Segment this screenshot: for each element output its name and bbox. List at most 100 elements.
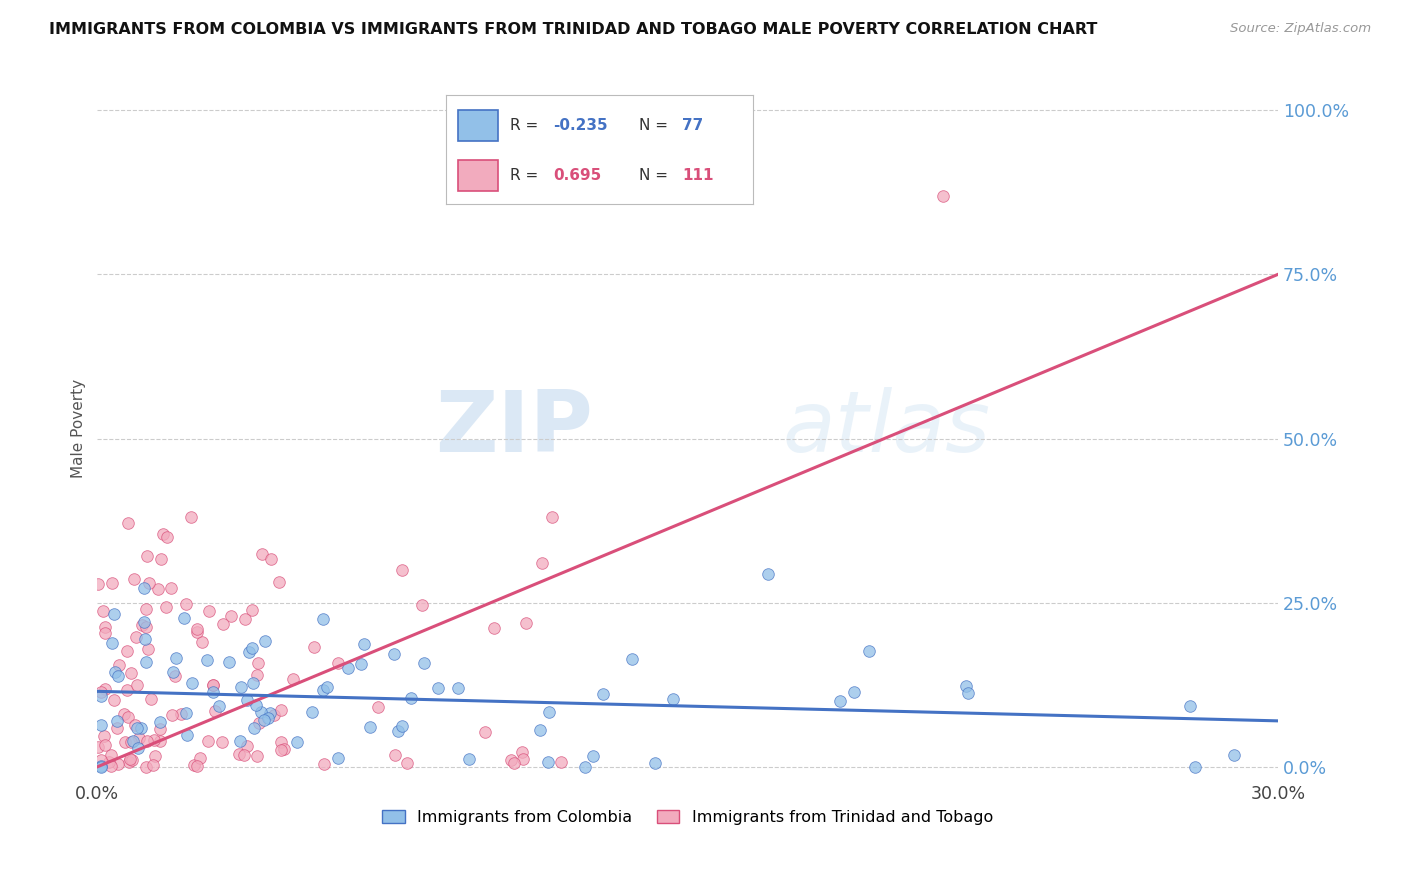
Point — [173, 610, 195, 624]
Point — [101, 636, 124, 650]
Text: Source: ZipAtlas.com: Source: ZipAtlas.com — [1230, 22, 1371, 36]
Point — [134, 582, 156, 596]
Point — [134, 632, 156, 647]
Point — [135, 602, 157, 616]
Point — [756, 567, 779, 582]
Point — [90, 753, 112, 767]
Point — [90, 718, 112, 732]
Point — [112, 706, 135, 721]
Point — [129, 721, 152, 735]
Point — [115, 644, 138, 658]
Point — [396, 756, 419, 770]
Point — [245, 698, 267, 712]
Point — [411, 598, 433, 612]
Point — [93, 625, 115, 640]
Point — [118, 752, 141, 766]
Point — [457, 752, 479, 766]
Point — [269, 575, 291, 590]
Point — [592, 686, 614, 700]
Point — [1178, 699, 1201, 714]
Point — [138, 575, 160, 590]
Point — [259, 706, 281, 720]
Point — [162, 665, 184, 679]
Point — [510, 746, 533, 760]
Point — [270, 743, 292, 757]
Point — [174, 706, 197, 720]
Point — [183, 757, 205, 772]
Point — [165, 650, 187, 665]
Point — [515, 615, 537, 630]
Point — [285, 735, 308, 749]
Point — [208, 698, 231, 713]
Point — [143, 748, 166, 763]
Point — [176, 597, 198, 611]
Point — [117, 516, 139, 531]
Point — [932, 188, 955, 202]
Point — [103, 607, 125, 621]
Point — [195, 653, 218, 667]
Point — [139, 691, 162, 706]
Point — [105, 721, 128, 735]
Point — [350, 657, 373, 672]
Point — [149, 715, 172, 730]
Point — [120, 666, 142, 681]
Point — [120, 735, 142, 749]
Point — [326, 656, 349, 670]
Point — [662, 692, 685, 706]
Point — [413, 656, 436, 670]
Point — [537, 756, 560, 770]
Point — [134, 615, 156, 629]
Point — [97, 755, 120, 769]
Point — [501, 753, 523, 767]
Point — [232, 748, 254, 763]
Point — [201, 678, 224, 692]
Point — [107, 756, 129, 771]
Point — [384, 748, 406, 763]
Point — [90, 760, 112, 774]
Point — [246, 656, 269, 670]
Point — [359, 720, 381, 734]
Point — [128, 731, 150, 745]
Point — [125, 631, 148, 645]
Point — [328, 751, 350, 765]
Point — [247, 715, 270, 730]
Point — [311, 612, 333, 626]
Point — [391, 719, 413, 733]
Point — [956, 686, 979, 700]
Point — [250, 547, 273, 561]
Point — [550, 756, 572, 770]
Point — [107, 669, 129, 683]
Point — [186, 624, 208, 639]
Point — [391, 563, 413, 577]
Point — [135, 733, 157, 747]
Point — [124, 718, 146, 732]
Point — [90, 685, 112, 699]
Point — [90, 689, 112, 703]
Point — [186, 622, 208, 636]
Point — [233, 612, 256, 626]
Point — [236, 693, 259, 707]
Point — [190, 751, 212, 765]
Point — [135, 760, 157, 774]
Point — [201, 678, 224, 692]
Point — [156, 530, 179, 544]
Point — [259, 552, 281, 566]
Point — [135, 655, 157, 669]
Point — [211, 734, 233, 748]
Point — [512, 752, 534, 766]
Point — [387, 724, 409, 739]
Point — [181, 676, 204, 690]
Point — [240, 640, 263, 655]
Point — [179, 510, 201, 524]
Point — [125, 721, 148, 735]
Point — [87, 739, 110, 754]
Point — [482, 621, 505, 635]
Point — [353, 636, 375, 650]
Point — [142, 733, 165, 747]
Y-axis label: Male Poverty: Male Poverty — [72, 379, 86, 478]
Point — [312, 757, 335, 772]
Point — [186, 758, 208, 772]
Point — [447, 681, 470, 695]
Point — [273, 742, 295, 756]
Point — [115, 682, 138, 697]
